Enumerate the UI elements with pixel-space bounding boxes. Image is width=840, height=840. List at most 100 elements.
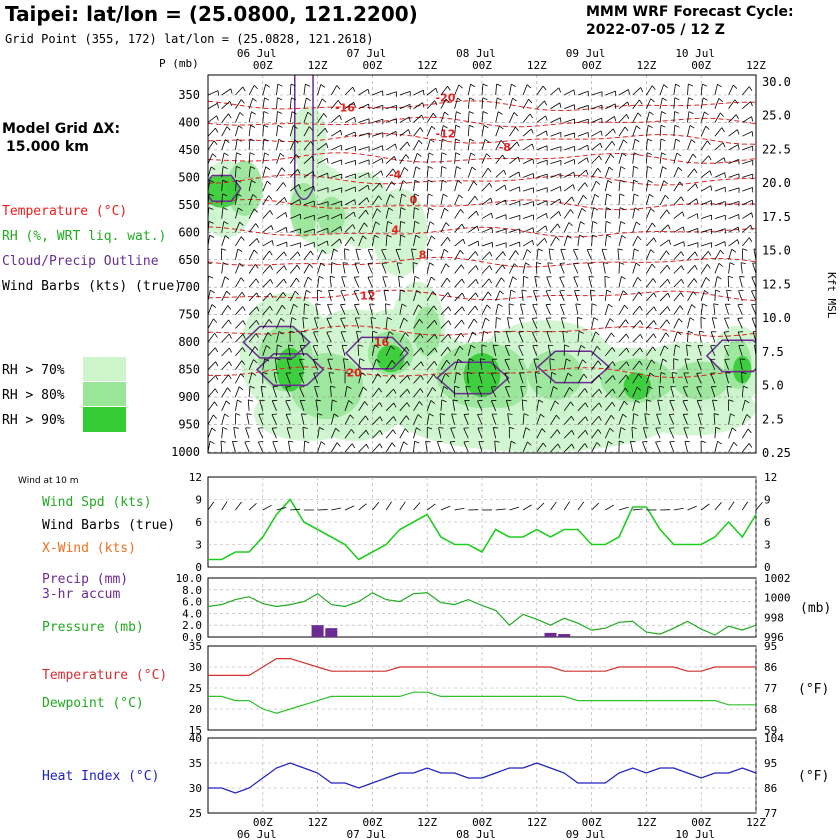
wind-barb-flag: [368, 104, 370, 110]
wind-barb-flag: [743, 385, 749, 389]
wind-barb-flag: [586, 157, 589, 163]
wind-barb-flag: [212, 414, 217, 419]
wind-barb: [522, 143, 533, 151]
wind-barb: [726, 290, 729, 302]
wind-barb: [669, 441, 675, 453]
wind-barb-flag: [241, 360, 246, 365]
wind-barb: [465, 386, 469, 398]
wind-barb: [739, 276, 743, 288]
wind-barb: [495, 251, 504, 261]
wind-barb-flag: [304, 303, 310, 306]
wind-barb: [737, 318, 743, 329]
wind-barb: [632, 166, 634, 178]
wind-barb: [235, 277, 242, 288]
wind-barb: [440, 180, 443, 192]
precip-bar: [311, 625, 324, 637]
wind-barb-flag: [693, 278, 698, 283]
panel-ytick: 3: [195, 539, 202, 552]
wind-barb: [687, 125, 691, 137]
wind-barb: [495, 111, 499, 123]
wind-barb: [714, 241, 726, 247]
wind-barb-flag: [763, 430, 766, 434]
wind-barb-flag: [444, 207, 449, 212]
wind-barb: [713, 303, 716, 315]
wind-barb-flag: [461, 278, 465, 284]
wind-barb: [522, 427, 527, 439]
top-hour-label: 00Z: [362, 59, 382, 72]
wind-barb: [577, 402, 586, 412]
wind-barb: [481, 278, 490, 288]
wind-barbs: [208, 83, 766, 453]
wind-barb: [741, 414, 748, 425]
wind-barb-flag: [484, 139, 490, 143]
wind-barb: [208, 414, 214, 425]
temperature-contour: [208, 256, 756, 268]
heat-index-label: Heat Index (°C): [42, 769, 159, 784]
wind-barb: [303, 84, 306, 96]
wind-barb-flag: [744, 399, 750, 404]
wind-barb-flag: [486, 304, 491, 309]
temperature-contour: [208, 133, 756, 145]
wind-barb-flag: [720, 249, 724, 255]
wind-barb: [358, 197, 368, 206]
wind-barb-flag: [705, 125, 710, 130]
wind-barb-flag: [240, 277, 245, 282]
wind-barb: [454, 278, 463, 288]
wind-barb-flag: [400, 289, 406, 293]
wind-barb-flag: [318, 275, 324, 279]
wind-barb-flag: [470, 83, 476, 88]
wind-barb-flag: [649, 372, 655, 377]
wind-barb-flag: [609, 427, 614, 432]
wind-barb: [738, 290, 743, 302]
wind-barb: [344, 173, 356, 178]
wind-barb-flag: [753, 248, 756, 250]
wind-barb: [741, 237, 750, 247]
wind-barb: [262, 225, 272, 233]
wind-barb-flag: [340, 130, 343, 136]
wind-barb: [481, 182, 490, 192]
wind-barb-flag: [546, 130, 548, 136]
wind-barb-flag: [663, 84, 668, 88]
wind-barb-flag: [297, 251, 301, 257]
wind-barb: [478, 372, 483, 384]
wind-barb: [413, 401, 420, 412]
wind-barb: [687, 251, 696, 261]
wind-barb: [344, 224, 354, 233]
wind-barb: [573, 249, 579, 260]
wind-barb-flag: [496, 97, 502, 101]
kft-tick-label: 7.5: [762, 345, 784, 359]
wind-barb-flag: [208, 262, 212, 265]
wind-barb: [632, 373, 639, 384]
wind-barb-flag: [238, 125, 243, 129]
wind-barb: [358, 132, 370, 137]
wind-barb: [440, 360, 448, 370]
panel-ytick: 30: [189, 661, 202, 674]
wind-barb-flag: [445, 98, 450, 103]
wind-barb: [437, 441, 442, 453]
panel-y2tick: 104: [764, 732, 784, 745]
wind-barb: [385, 194, 391, 205]
wind-barb: [673, 278, 682, 288]
wind-barb: [618, 114, 627, 123]
wind-barb-flag: [671, 372, 678, 374]
wind-barb-flag: [702, 303, 708, 307]
wind-barb-flag: [664, 194, 669, 200]
wind-barb: [385, 416, 394, 425]
wind-barb-flag: [526, 84, 532, 89]
wind-barb-flag: [527, 441, 532, 446]
wind-barb: [646, 85, 653, 96]
wind-barb: [507, 317, 510, 329]
wind-barb: [221, 305, 229, 315]
wind-barb: [478, 441, 483, 453]
wind-barb: [262, 319, 270, 329]
wind-barb: [372, 208, 378, 219]
wind-barb-flag: [456, 166, 461, 170]
wind-barb-flag: [271, 240, 274, 246]
wind-barb-flag: [354, 117, 356, 123]
wind-barb-flag: [581, 207, 586, 212]
wind-barb: [331, 238, 340, 247]
wind-barb-flag: [688, 330, 693, 334]
wind-barb: [385, 181, 392, 192]
temperature-label: 4: [391, 224, 399, 237]
